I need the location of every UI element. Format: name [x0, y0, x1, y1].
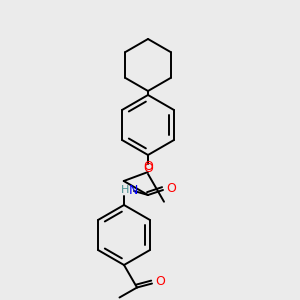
Text: H: H	[121, 185, 129, 195]
Text: O: O	[155, 275, 165, 288]
Text: O: O	[143, 160, 153, 173]
Text: N: N	[128, 184, 138, 196]
Text: O: O	[143, 163, 153, 176]
Text: O: O	[166, 182, 176, 194]
